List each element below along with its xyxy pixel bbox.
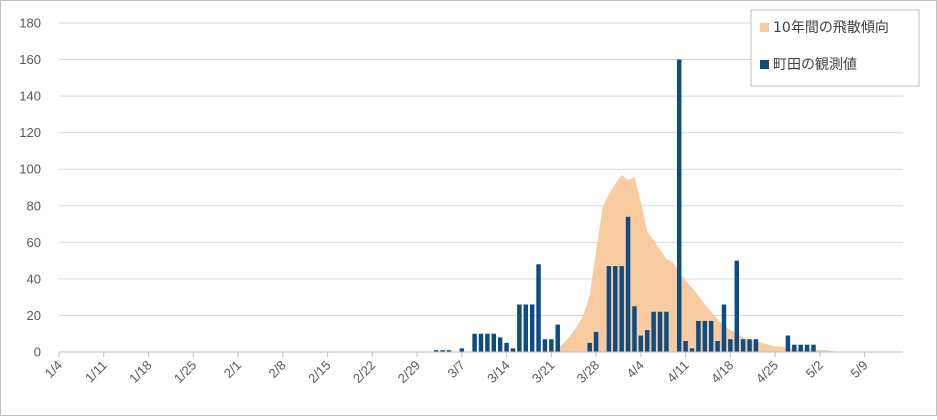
bar xyxy=(478,333,484,352)
x-axis-ticks: 1/4 1/11 1/18 1/25 2/1 2/8 2/15 2/22 2/29 3/7 3/14… xyxy=(42,358,871,387)
area-series xyxy=(551,174,840,352)
bar xyxy=(491,333,497,352)
bar xyxy=(664,311,669,352)
bar xyxy=(542,339,548,352)
bar xyxy=(721,304,727,352)
x-tick-label: 2/8 xyxy=(266,358,289,381)
legend: 10年間の飛散傾向 町田の観測値 xyxy=(750,9,920,87)
x-tick-label: 1/18 xyxy=(126,358,155,387)
x-tick-label: 3/28 xyxy=(574,358,603,387)
bar xyxy=(504,342,509,352)
bar xyxy=(632,306,637,352)
bar xyxy=(510,348,516,352)
x-tick-label: 5/2 xyxy=(803,358,826,381)
legend-label-bar: 町田の観測値 xyxy=(773,56,857,73)
bar xyxy=(517,304,522,352)
bar xyxy=(811,344,816,352)
x-tick-label: 2/15 xyxy=(305,358,334,387)
legend-box xyxy=(750,9,920,87)
x-tick-label: 2/29 xyxy=(395,358,424,387)
x-tick-label: 1/25 xyxy=(171,358,200,387)
bar xyxy=(440,350,445,352)
y-tick-label: 140 xyxy=(19,89,41,104)
bar xyxy=(683,341,688,352)
bar xyxy=(619,266,624,352)
bar xyxy=(587,342,592,352)
bar xyxy=(798,344,803,352)
bar xyxy=(689,348,695,352)
bar xyxy=(555,324,560,352)
bar xyxy=(434,350,439,352)
bar xyxy=(792,344,797,352)
y-axis-ticks: 0 20 40 60 80 100 120 140 160 180 xyxy=(19,16,41,360)
x-tick-label: 3/21 xyxy=(529,358,558,387)
bar xyxy=(651,311,656,352)
x-tick-label: 4/18 xyxy=(708,358,737,387)
y-tick-label: 20 xyxy=(27,308,41,323)
bar xyxy=(593,331,599,352)
y-tick-label: 100 xyxy=(19,162,41,177)
bar xyxy=(747,339,752,352)
bar xyxy=(549,339,554,352)
y-tick-label: 60 xyxy=(27,235,41,250)
bar-series xyxy=(434,59,816,353)
x-tick-label: 1/4 xyxy=(42,358,65,381)
bar xyxy=(536,264,541,352)
bar xyxy=(728,339,733,352)
bar xyxy=(485,333,490,352)
x-tick-label: 2/22 xyxy=(350,358,379,387)
bar xyxy=(625,216,631,352)
bar xyxy=(696,320,701,352)
bar xyxy=(645,330,650,352)
legend-label-area: 10年間の飛散傾向 xyxy=(773,20,889,36)
x-tick-label: 1/11 xyxy=(82,358,110,386)
legend-swatch-area xyxy=(760,23,769,32)
y-tick-label: 80 xyxy=(27,198,41,213)
y-tick-label: 160 xyxy=(19,52,41,67)
bar xyxy=(708,320,714,352)
bar xyxy=(715,341,720,352)
x-tick-label: 4/11 xyxy=(664,358,692,386)
x-tick-label: 3/14 xyxy=(484,358,513,387)
y-tick-label: 120 xyxy=(19,125,41,140)
bar xyxy=(606,266,612,352)
x-tick-label: 4/25 xyxy=(753,358,782,387)
bar xyxy=(657,311,663,352)
bar xyxy=(676,59,682,353)
bar xyxy=(613,266,618,352)
x-tick-label: 3/7 xyxy=(445,358,468,381)
x-tick-label: 5/9 xyxy=(847,358,870,381)
bar xyxy=(529,304,535,352)
bar xyxy=(472,333,477,352)
bar xyxy=(740,339,746,352)
bar xyxy=(753,339,759,352)
x-tick-label: 2/1 xyxy=(221,358,244,381)
bar xyxy=(638,335,644,352)
legend-swatch-bar xyxy=(760,60,769,69)
bar xyxy=(523,304,528,352)
bar xyxy=(497,337,503,352)
y-tick-label: 40 xyxy=(27,271,41,286)
area-polygon xyxy=(551,174,840,352)
bar xyxy=(702,320,708,352)
y-tick-label: 180 xyxy=(19,16,41,31)
y-tick-label: 0 xyxy=(34,345,41,360)
x-tick-label: 4/4 xyxy=(624,358,647,381)
bar xyxy=(446,350,452,352)
bar xyxy=(734,260,739,352)
bar xyxy=(804,344,810,352)
x-axis xyxy=(58,351,903,357)
bar xyxy=(459,348,465,352)
gridlines xyxy=(59,22,903,316)
bar xyxy=(785,335,791,352)
